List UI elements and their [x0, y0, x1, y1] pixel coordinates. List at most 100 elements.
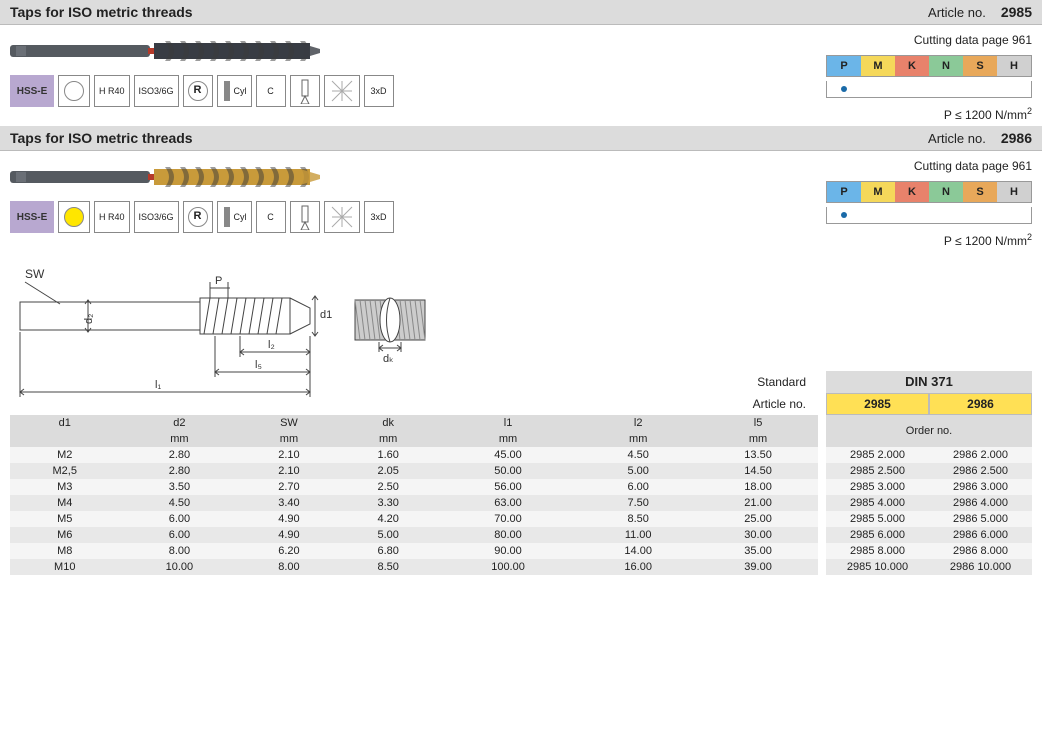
material-K: K [895, 182, 929, 202]
spec-hsse: HSS-E [10, 75, 54, 107]
order-row: 2985 10.0002986 10.000 [826, 559, 1032, 575]
material-N: N [929, 182, 963, 202]
table-row: M2,52.802.102.0550.005.0014.50 [10, 463, 818, 479]
spec-C: C [256, 201, 286, 233]
material-dot-P [827, 207, 861, 223]
standard-label: Standard [736, 371, 806, 393]
spec-H R40: H R40 [94, 201, 130, 233]
article-col-2986: 2986 [929, 393, 1032, 415]
spec-cross-icon [324, 75, 360, 107]
spec-ISO3/6G: ISO3/6G [134, 75, 179, 107]
material-S: S [963, 182, 997, 202]
tap-illustration [10, 33, 330, 69]
material-dot-H [997, 207, 1031, 223]
table-row: M1010.008.008.50100.0016.0039.00 [10, 559, 818, 575]
svg-text:SW: SW [25, 267, 45, 281]
article-col-2985: 2985 [826, 393, 929, 415]
svg-text:l₂: l₂ [268, 339, 275, 351]
tap-illustration [10, 159, 330, 195]
spec-r [183, 75, 213, 107]
material-H: H [997, 182, 1031, 202]
order-row: 2985 2.5002986 2.500 [826, 463, 1032, 479]
svg-text:d₂: d₂ [83, 314, 95, 324]
material-M: M [861, 56, 895, 76]
order-row: 2985 2.0002986 2.000 [826, 447, 1032, 463]
material-dot-S [963, 207, 997, 223]
spec-r [183, 201, 213, 233]
col-header: l1 [438, 415, 578, 431]
article-number: 2985 [1001, 4, 1032, 20]
col-unit: mm [578, 431, 698, 447]
article-number: 2986 [1001, 130, 1032, 146]
col-header: dk [339, 415, 438, 431]
material-H: H [997, 56, 1031, 76]
svg-text:d1: d1 [320, 309, 332, 321]
svg-text:dₖ: dₖ [383, 353, 394, 365]
material-N: N [929, 56, 963, 76]
material-dot-N [929, 81, 963, 97]
spec-flute-icon [290, 75, 320, 107]
spec-flute-icon [290, 201, 320, 233]
cutting-data-ref: Cutting data page 961 [914, 159, 1032, 173]
article-label: Article no. [928, 131, 986, 146]
material-row: PMKNSH [826, 181, 1032, 203]
section-title: Taps for ISO metric threads [10, 130, 193, 146]
table-row: M56.004.904.2070.008.5025.00 [10, 511, 818, 527]
spec-ISO3/6G: ISO3/6G [134, 201, 179, 233]
col-header: d2 [120, 415, 240, 431]
spec-cross-icon [324, 201, 360, 233]
col-unit: mm [120, 431, 240, 447]
spec-coating-none [58, 75, 90, 107]
svg-text:P: P [215, 275, 222, 287]
table-row: M44.503.403.3063.007.5021.00 [10, 495, 818, 511]
dimensions-table: d1d2SWdkl1l2l5mmmmmmmmmmmmM22.802.101.60… [10, 415, 818, 575]
material-P: P [827, 56, 861, 76]
material-dot-K [895, 81, 929, 97]
material-dot-N [929, 207, 963, 223]
cutting-data-ref: Cutting data page 961 [914, 33, 1032, 47]
spec-coating-tin [58, 201, 90, 233]
article-row-label: Article no. [736, 393, 806, 415]
section-header-2986: Taps for ISO metric threads Article no. 2… [0, 126, 1042, 151]
spec-cyl: Cyl [217, 75, 252, 107]
material-dot-row [826, 81, 1032, 98]
dimension-diagram: SW P d1 d₂ l₁ l₂ l₅ [10, 252, 440, 412]
product-section-2986: HSS-E H R40ISO3/6G CylC 3xD Cutting data pa… [0, 151, 1042, 252]
svg-text:l₁: l₁ [155, 379, 161, 391]
table-row: M22.802.101.6045.004.5013.50 [10, 447, 818, 463]
col-header: SW [239, 415, 338, 431]
pressure-note: P ≤ 1200 N/mm2 [944, 232, 1032, 248]
order-row: 2985 6.0002986 6.000 [826, 527, 1032, 543]
spec-row: HSS-E H R40ISO3/6G CylC 3xD [10, 201, 394, 233]
spec-cyl: Cyl [217, 201, 252, 233]
col-unit [10, 431, 120, 447]
order-row: 2985 3.0002986 3.000 [826, 479, 1032, 495]
material-row: PMKNSH [826, 55, 1032, 77]
table-row: M88.006.206.8090.0014.0035.00 [10, 543, 818, 559]
order-row: 2985 5.0002986 5.000 [826, 511, 1032, 527]
material-dot-H [997, 81, 1031, 97]
order-row: 2985 4.0002986 4.000 [826, 495, 1032, 511]
orders-table: Order no.2985 2.0002986 2.0002985 2.5002… [826, 415, 1032, 575]
col-header: d1 [10, 415, 120, 431]
spec-C: C [256, 75, 286, 107]
spec-3xD: 3xD [364, 75, 394, 107]
spec-3xD: 3xD [364, 201, 394, 233]
din-header: DIN 371 [826, 371, 1032, 393]
spec-H R40: H R40 [94, 75, 130, 107]
spec-hsse: HSS-E [10, 201, 54, 233]
svg-text:l₅: l₅ [255, 359, 262, 371]
material-M: M [861, 182, 895, 202]
pressure-note: P ≤ 1200 N/mm2 [944, 106, 1032, 122]
material-dot-K [895, 207, 929, 223]
material-dot-M [861, 207, 895, 223]
material-dot-P [827, 81, 861, 97]
article-label: Article no. [928, 5, 986, 20]
table-row: M33.502.702.5056.006.0018.00 [10, 479, 818, 495]
section-title: Taps for ISO metric threads [10, 4, 193, 20]
order-header: Order no. [826, 415, 1032, 447]
col-unit: mm [339, 431, 438, 447]
col-unit: mm [698, 431, 818, 447]
col-header: l5 [698, 415, 818, 431]
col-unit: mm [438, 431, 578, 447]
